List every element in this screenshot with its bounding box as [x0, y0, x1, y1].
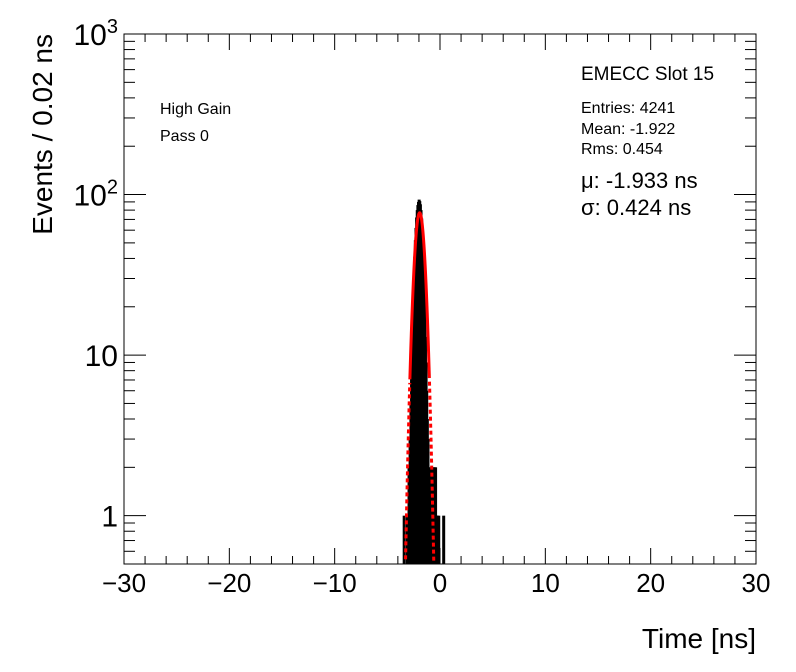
axis-ticks	[123, 33, 757, 565]
histogram-bar	[405, 515, 409, 564]
pass-label: Pass 0	[160, 128, 209, 145]
gaussian-fit-curve	[408, 211, 431, 380]
stats-entries: Entries: 4241	[581, 100, 675, 117]
y-tick-label: 103	[74, 16, 119, 52]
x-tick-label: 0	[433, 568, 447, 598]
y-tick-label: 1	[101, 501, 118, 534]
y-axis-label: Events / 0.02 ns	[27, 34, 58, 235]
fit-sigma-label: σ: 0.424 ns	[581, 195, 691, 220]
gain-label: High Gain	[160, 101, 231, 118]
x-axis-label: Time [ns]	[642, 623, 756, 654]
histogram-bar	[437, 515, 441, 564]
x-tick-label: −10	[313, 568, 357, 598]
histogram-bar	[402, 515, 406, 564]
x-tick-label: −20	[207, 568, 251, 598]
stats-title: EMECC Slot 15	[581, 64, 714, 85]
x-tick-label: 10	[531, 568, 560, 598]
y-tick-label: 10	[85, 340, 118, 373]
histogram-bar	[442, 515, 446, 564]
x-tick-labels: −30 −20 −10 0 10 20 30	[102, 568, 771, 598]
stats-rms: Rms: 0.454	[581, 141, 663, 158]
y-tick-label: 102	[74, 177, 119, 213]
stats-mean: Mean: -1.922	[581, 121, 675, 138]
x-tick-label: 30	[742, 568, 771, 598]
x-tick-label: −30	[102, 568, 146, 598]
plot-frame	[123, 33, 757, 565]
y-tick-labels: 1 10 102 103	[74, 16, 119, 534]
x-tick-label: 20	[636, 568, 665, 598]
fit-mean-label: μ: -1.933 ns	[581, 168, 698, 193]
